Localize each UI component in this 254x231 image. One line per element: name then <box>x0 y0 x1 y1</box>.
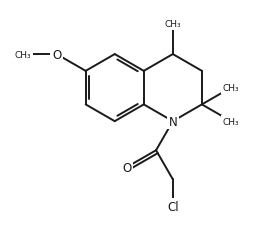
Text: Cl: Cl <box>167 200 179 213</box>
Text: CH₃: CH₃ <box>223 84 239 93</box>
Text: CH₃: CH₃ <box>15 50 31 59</box>
Text: N: N <box>168 115 177 128</box>
Text: CH₃: CH₃ <box>165 20 181 29</box>
Text: O: O <box>122 161 132 174</box>
Text: CH₃: CH₃ <box>223 117 239 126</box>
Text: O: O <box>52 48 61 61</box>
